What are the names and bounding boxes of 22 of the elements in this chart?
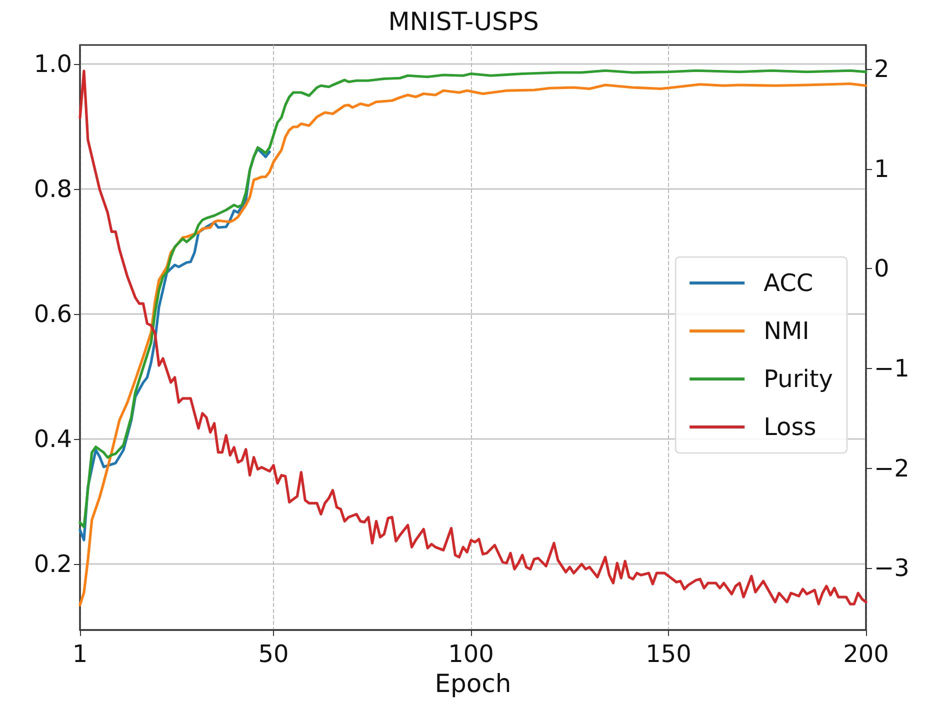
y2-tick-label: 1 [874,154,890,183]
x-tick-label: 200 [843,640,889,668]
legend-label: NMI [764,317,810,345]
x-axis-title: Epoch [434,668,512,698]
y-tick-label: 0.4 [34,424,72,453]
y2-tick-label: −2 [874,454,910,482]
y2-tick-label: 0 [874,254,890,283]
y2-tick-label: −3 [874,554,910,582]
x-tick-label: 1 [72,640,88,668]
x-tick-label: 100 [448,640,494,668]
y2-tick-label: −1 [874,354,910,382]
legend-label: Purity [764,365,834,393]
y-tick-label: 0.6 [34,300,72,328]
y-tick-label: 1.0 [34,50,72,78]
x-tick-label: 150 [646,640,692,668]
y-tick-label: 0.8 [34,174,72,203]
chart-title: MNIST-USPS [388,7,539,36]
legend-label: Loss [764,413,816,441]
legend-label: ACC [764,269,814,297]
x-tick-label: 50 [258,640,289,668]
y-tick-label: 0.2 [34,550,72,578]
y2-tick-label: 2 [874,54,890,83]
